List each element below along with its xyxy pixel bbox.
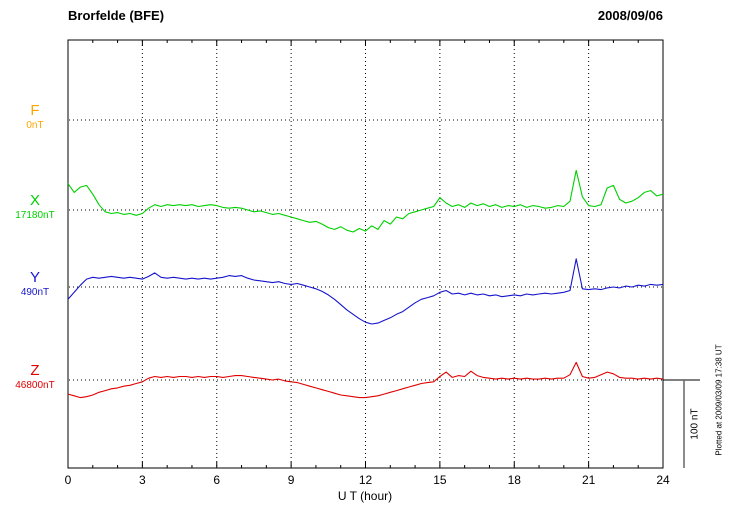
component-label-Y: Y 490nT [4, 269, 66, 299]
x-tick-label: 21 [581, 473, 596, 487]
x-tick-label: 0 [64, 473, 72, 487]
x-tick-label: 18 [507, 473, 521, 487]
station-title: Brorfelde (BFE) [68, 8, 165, 23]
x-tick-label: 24 [656, 473, 670, 487]
component-letter-X: X [29, 192, 40, 209]
component-baseline-Y: 490nT [20, 287, 50, 298]
x-tick-label: 3 [139, 473, 146, 487]
component-letter-Z: Z [30, 362, 40, 379]
x-tick-label: 9 [287, 473, 295, 487]
component-label-F: F 0nT [4, 102, 66, 132]
component-baseline-F: 0nT [26, 120, 44, 131]
component-label-X: X 17180nT [4, 192, 66, 222]
component-baseline-X: 17180nT [15, 210, 55, 221]
component-letter-F: F [30, 102, 40, 119]
x-tick-label: 6 [213, 473, 221, 487]
component-baseline-Z: 46800nT [15, 380, 55, 391]
x-tick-label: 12 [358, 473, 373, 487]
plot-date: 2008/09/06 [597, 8, 663, 23]
x-tick-label: 15 [433, 473, 447, 487]
component-label-Z: Z 46800nT [4, 362, 66, 392]
component-letter-Y: Y [29, 269, 40, 286]
scale-bar-label: 100 nT [689, 408, 701, 440]
x-axis-label: U T (hour) [337, 489, 393, 503]
watermark: Plotted at 2009/03/09 17:38 UT [714, 344, 724, 456]
